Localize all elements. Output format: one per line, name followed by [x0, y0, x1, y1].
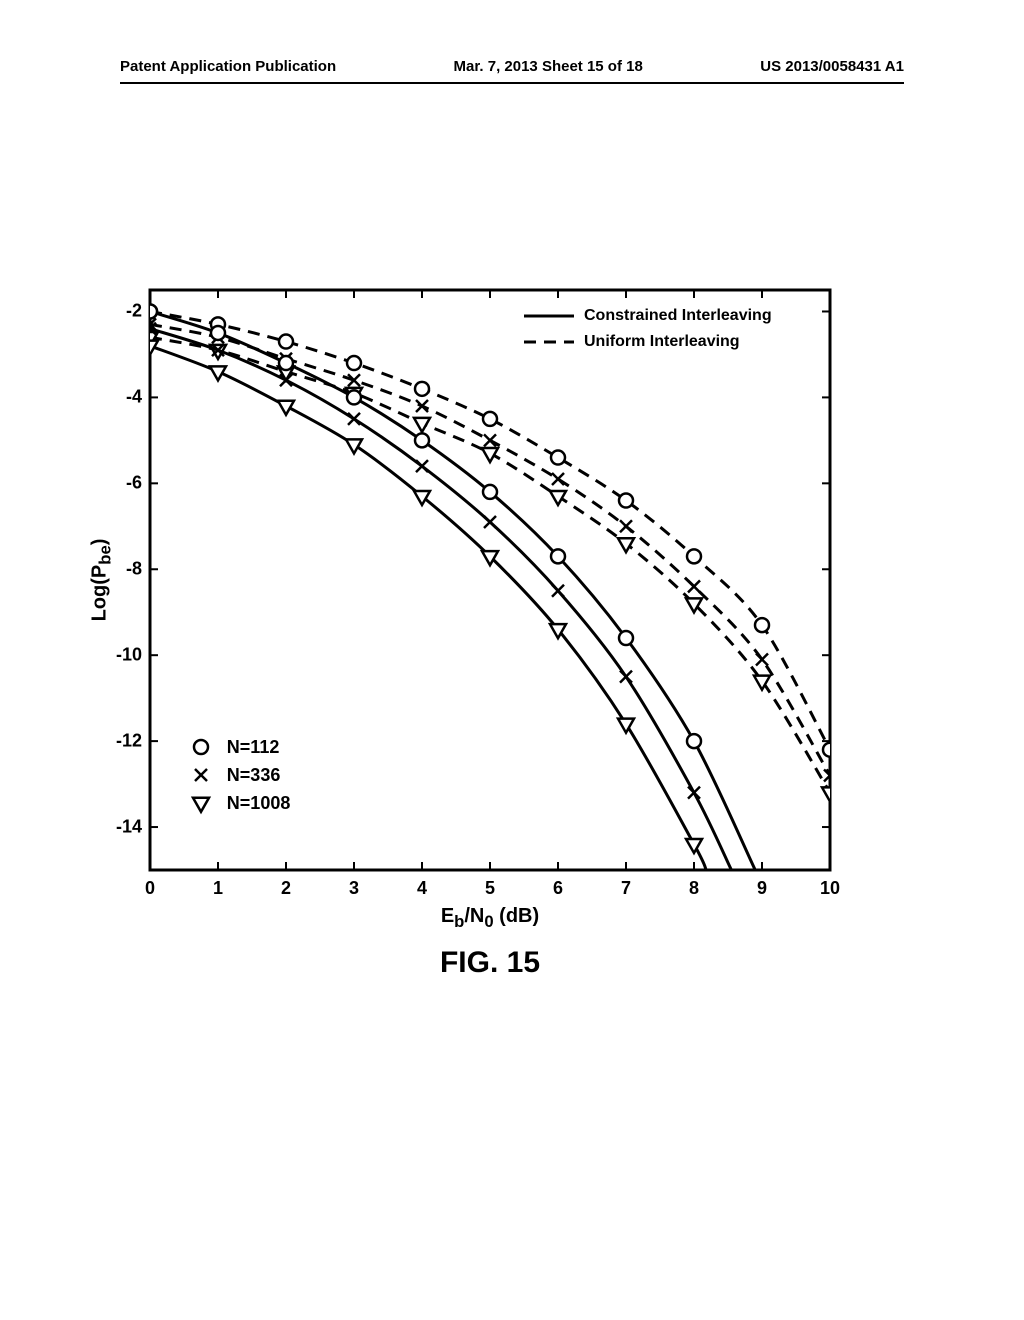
y-tick-label: -8 [126, 559, 150, 580]
x-tick-label: 4 [417, 870, 427, 899]
header-right: US 2013/0058431 A1 [760, 58, 904, 75]
legend-line-label: Uniform Interleaving [584, 333, 740, 351]
y-tick-label: -14 [116, 817, 150, 838]
y-tick-label: -4 [126, 387, 150, 408]
x-axis-label: Eb/N0 (dB) [441, 905, 539, 932]
y-tick-label: -2 [126, 301, 150, 322]
x-tick-label: 6 [553, 870, 563, 899]
legend-line-label: Constrained Interleaving [584, 307, 772, 325]
x-tick-label: 9 [757, 870, 767, 899]
ber-chart: Log(Pbe) Eb/N0 (dB) FIG. 15 -14-12-10-8-… [150, 290, 830, 870]
x-tick-label: 2 [281, 870, 291, 899]
y-tick-label: -12 [116, 731, 150, 752]
legend-marker-label: N=112 [227, 737, 280, 758]
legend-marker: N=1008 [191, 793, 291, 814]
x-tick-label: 3 [349, 870, 359, 899]
figure-caption: FIG. 15 [150, 946, 830, 980]
header-rule [120, 82, 904, 84]
header-left: Patent Application Publication [120, 58, 336, 75]
x-tick-label: 10 [820, 870, 840, 899]
x-tick-label: 0 [145, 870, 155, 899]
y-tick-label: -10 [116, 645, 150, 666]
x-tick-label: 7 [621, 870, 631, 899]
x-tick-label: 8 [689, 870, 699, 899]
page-header: Patent Application Publication Mar. 7, 2… [0, 58, 1024, 75]
x-tick-label: 5 [485, 870, 495, 899]
y-tick-label: -6 [126, 473, 150, 494]
legend-marker-label: N=1008 [227, 793, 291, 814]
legend-line-style: Uniform Interleaving [524, 333, 740, 351]
legend-marker: N=112 [191, 737, 280, 758]
x-tick-label: 1 [213, 870, 223, 899]
legend-marker-label: N=336 [227, 765, 281, 786]
y-axis-label: Log(Pbe) [89, 539, 116, 622]
legend-marker: N=336 [191, 765, 281, 786]
header-center: Mar. 7, 2013 Sheet 15 of 18 [454, 58, 643, 75]
legend-line-style: Constrained Interleaving [524, 307, 772, 325]
